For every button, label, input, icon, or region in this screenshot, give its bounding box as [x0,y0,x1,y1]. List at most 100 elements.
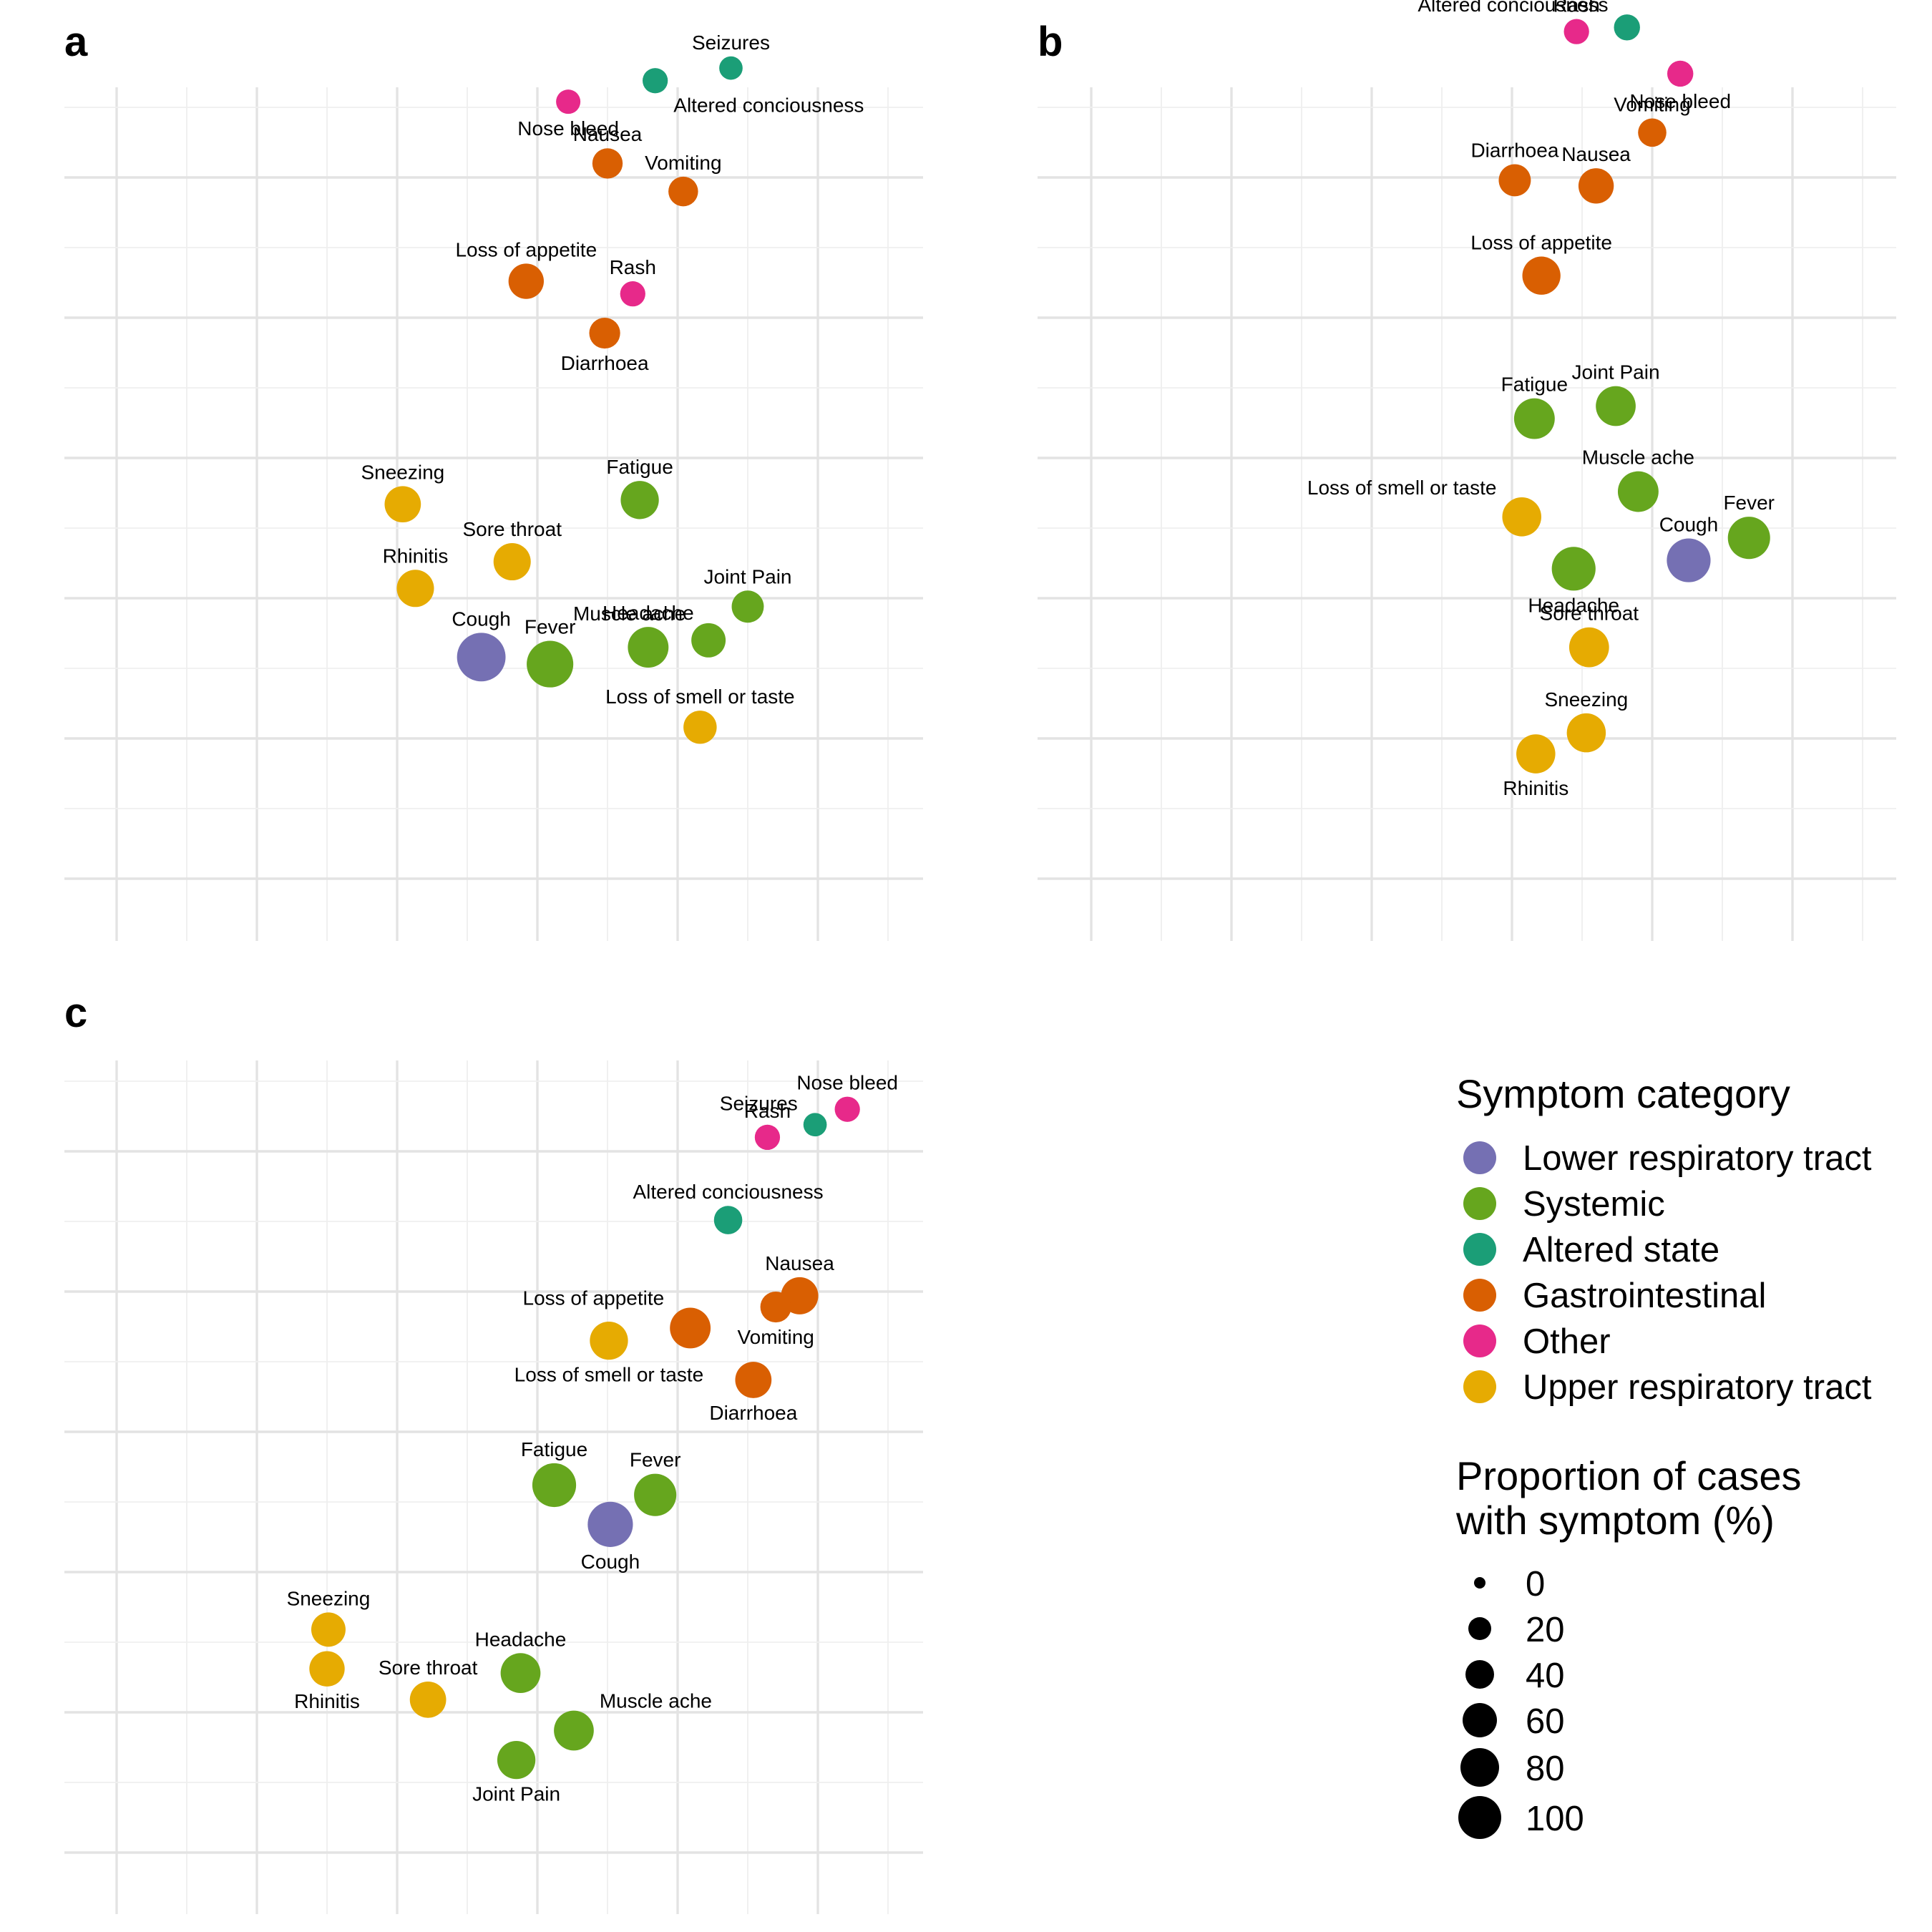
panel-b-label-vomiting: Vomiting [1614,93,1690,115]
legend-size-label-100: 100 [1526,1800,1584,1838]
panel-c-point-fever [634,1473,677,1516]
legend-swatch-gastrointestinal [1463,1279,1496,1312]
panel-c-point-nose-bleed [834,1096,860,1122]
panel-c-gridlines [64,1060,923,1914]
panel-c-label-loss-of-smell-or-taste: Loss of smell or taste [514,1363,704,1385]
panel-b-label-joint-pain: Joint Pain [1572,361,1660,384]
panel-b-label-nausea: Nausea [1561,143,1631,165]
panel-a-point-sore-throat [493,543,531,581]
panel-c-label-diarrhoea: Diarrhoea [709,1402,797,1424]
panel-a-point-joint-pain [731,590,764,623]
panel-c-point-rash [754,1124,781,1151]
panel-b-point-vomiting [1638,118,1667,147]
legend-size-label-60: 60 [1526,1702,1565,1741]
legend-swatch-systemic [1463,1187,1496,1220]
panel-a-label-diarrhoea: Diarrhoea [561,352,649,374]
legend-label-altered-state: Altered state [1523,1231,1719,1269]
panel-b-label-nose-bleed: Nose bleed [1629,90,1731,112]
panel-b-label-muscle-ache: Muscle ache [1582,447,1694,469]
panel-b-label-altered-conciousness: Altered conciousness [1418,0,1608,16]
legend-color-title: Symptom category [1456,1071,1790,1116]
legend-size-label-40: 40 [1526,1657,1565,1695]
panel-c-label-joint-pain: Joint Pain [472,1782,560,1805]
panel-b-point-cough [1667,538,1711,582]
panel-b-label-sore-throat: Sore throat [1540,602,1639,625]
panel-a-point-fever [527,640,574,688]
panel-b-label-loss-of-smell-or-taste: Loss of smell or taste [1307,477,1497,499]
panel-a-label-altered-conciousness: Altered conciousness [673,94,864,116]
panel-a-point-seizures [719,56,743,80]
panel-c-label-rhinitis: Rhinitis [294,1690,360,1712]
panel-a-gridlines [64,87,923,941]
panel-c-label-fever: Fever [630,1449,681,1471]
panel-a-point-diarrhoea [589,317,620,349]
panel-c-label-altered-conciousness: Altered conciousness [633,1181,823,1203]
panel-c-label-rash: Rash [744,1100,791,1122]
panel-a-point-nose-bleed [556,89,581,114]
panel-b-point-loss-of-smell-or-taste [1502,497,1541,537]
legend-size-swatch-40 [1465,1660,1494,1689]
panel-c-point-loss-of-appetite [670,1307,711,1349]
legend-size-label-20: 20 [1526,1611,1565,1649]
panel-a-points [384,56,764,744]
panel-c-label-vomiting: Vomiting [737,1326,814,1348]
panel-a-point-rash [620,281,645,307]
panel-a-label-sneezing: Sneezing [361,461,444,483]
panel-c-label-sore-throat: Sore throat [379,1657,478,1679]
legend-label-systemic: Systemic [1523,1185,1665,1224]
panel-b-label-fatigue: Fatigue [1501,374,1568,396]
panel-b-point-sneezing [1566,713,1606,753]
legend-size-swatch-20 [1468,1617,1491,1640]
panel-c-point-rhinitis [309,1651,345,1687]
panel-a-point-loss-of-smell-or-taste [683,711,717,744]
panel-b-letter: b [1038,19,1063,65]
panel-c-label-muscle-ache: Muscle ache [600,1690,712,1712]
panel-c-label-nose-bleed: Nose bleed [796,1072,898,1094]
panel-b-points [1498,14,1770,774]
legend-swatch-upper-respiratory [1463,1370,1496,1403]
panel-a-label-vomiting: Vomiting [645,152,721,174]
panel-a-label-rash: Rash [610,256,656,278]
panel-b-point-nose-bleed [1667,60,1694,87]
panel-c-point-diarrhoea [735,1362,772,1398]
panel-b-point-altered-conciousness [1614,14,1640,41]
panel-c-points [309,1096,860,1780]
panel-a-label-fever: Fever [525,616,576,638]
panel-c-point-fatigue [532,1463,577,1508]
panel-c-point-vomiting [760,1291,791,1323]
panel-a-label-nose-bleed: Nose bleed [517,117,619,140]
panel-c-point-sneezing [311,1612,346,1647]
panel-b-point-diarrhoea [1498,164,1531,197]
panel-a-label-headache: Headache [602,602,694,624]
panel-c-label-seizures: Seizures [720,1092,798,1114]
panel-c-letter: c [64,990,87,1036]
legend-size-label-0: 0 [1526,1565,1545,1604]
panel-a-label-seizures: Seizures [692,31,770,54]
panel-a-point-loss-of-appetite [508,263,545,299]
panel-c-point-sore-throat [409,1681,447,1718]
panel-c-point-seizures [803,1113,827,1137]
panel-a-labels: Seizures Altered conciousness Nose bleedNa… [361,31,864,708]
legend-size-title-line2: with symptom (%) [1455,1498,1775,1543]
panel-b-label-headache: Headache [1528,594,1619,616]
panel-c-point-muscle-ache [554,1710,594,1751]
panel-a-label-fatigue: Fatigue [606,456,673,478]
panel-c-label-cough: Cough [581,1551,640,1573]
panel-a-label-nausea: Nausea [573,123,643,145]
legend-size-swatch-100 [1458,1796,1501,1839]
legend-label-upper-respiratory: Upper respiratory tract [1523,1368,1872,1407]
panel-a-label-muscle-ache: Muscle ache [573,602,686,625]
panel-a-label-loss-of-smell-or-taste: Loss of smell or taste [605,686,795,708]
panel-c-label-fatigue: Fatigue [521,1438,587,1460]
legend-size-swatch-0 [1474,1577,1485,1589]
legend-label-other: Other [1523,1322,1611,1361]
panel-c-point-altered-conciousness [713,1206,743,1234]
panel-a-label-rhinitis: Rhinitis [383,545,449,567]
panel-b-point-sore-throat [1568,627,1609,668]
panel-a-label-loss-of-appetite: Loss of appetite [455,238,597,260]
panel-a-point-muscle-ache [691,623,726,658]
